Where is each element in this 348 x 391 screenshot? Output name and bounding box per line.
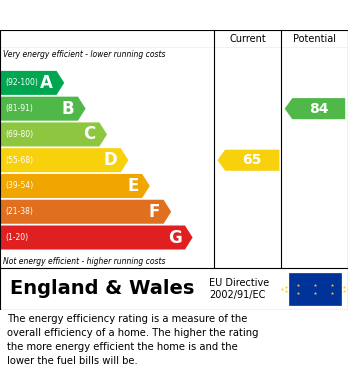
Text: Not energy efficient - higher running costs: Not energy efficient - higher running co… [3, 257, 166, 266]
Polygon shape [0, 71, 64, 95]
Text: A: A [40, 74, 53, 92]
Polygon shape [218, 150, 279, 171]
Text: (69-80): (69-80) [5, 130, 33, 139]
Polygon shape [0, 200, 171, 224]
FancyBboxPatch shape [289, 273, 341, 305]
Text: Energy Efficiency Rating: Energy Efficiency Rating [10, 6, 240, 24]
Text: The energy efficiency rating is a measure of the
overall efficiency of a home. T: The energy efficiency rating is a measur… [7, 314, 259, 366]
Polygon shape [285, 98, 345, 119]
Text: D: D [103, 151, 117, 169]
Text: (92-100): (92-100) [5, 78, 38, 87]
Text: G: G [168, 228, 182, 246]
Polygon shape [0, 148, 128, 172]
Text: Current: Current [229, 34, 266, 44]
Text: (55-68): (55-68) [5, 156, 33, 165]
Text: F: F [149, 203, 160, 221]
Polygon shape [0, 97, 86, 121]
Text: (21-38): (21-38) [5, 207, 33, 216]
Text: Very energy efficient - lower running costs: Very energy efficient - lower running co… [3, 50, 166, 59]
Text: (81-91): (81-91) [5, 104, 33, 113]
Polygon shape [0, 122, 107, 147]
Text: EU Directive
2002/91/EC: EU Directive 2002/91/EC [209, 278, 269, 300]
Text: Potential: Potential [293, 34, 336, 44]
Text: (39-54): (39-54) [5, 181, 33, 190]
Text: C: C [84, 126, 96, 143]
Polygon shape [0, 226, 193, 249]
Text: 84: 84 [309, 102, 328, 116]
Text: B: B [62, 100, 74, 118]
Text: E: E [127, 177, 139, 195]
Polygon shape [0, 174, 150, 198]
Text: England & Wales: England & Wales [10, 280, 195, 298]
Text: (1-20): (1-20) [5, 233, 28, 242]
Text: 65: 65 [242, 153, 262, 167]
